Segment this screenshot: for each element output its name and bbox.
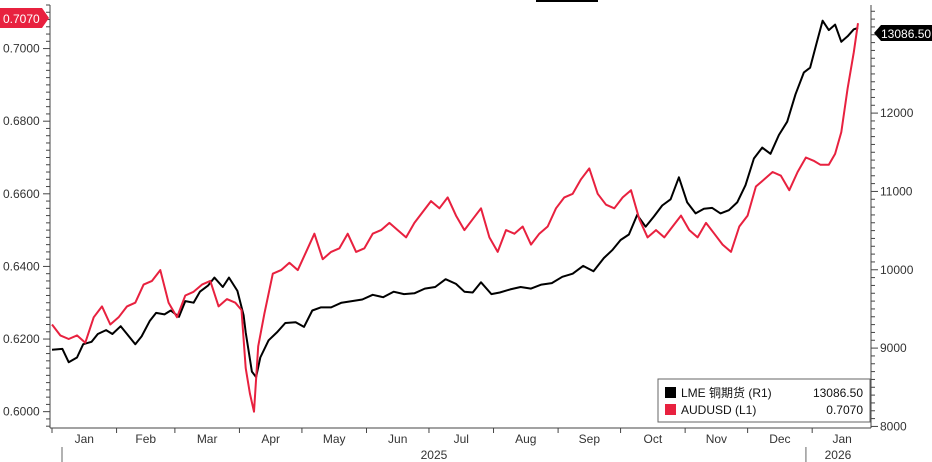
right-last-value-tag: 13086.50 [874,25,932,41]
month-label: Jan [833,432,852,446]
month-label: Oct [644,432,663,446]
legend: LME 铜期货 (R1) 13086.50 AUDUSD (L1) 0.7070 [657,378,871,423]
right-tick-label: 9000 [880,341,907,355]
left-tick-label: 0.6000 [3,405,40,419]
right-tick-label: 11000 [880,184,913,198]
top-stub-mark [536,0,598,2]
month-label: Aug [515,432,536,446]
left-tick-label: 0.6800 [3,114,40,128]
series-line-audusd [51,23,859,413]
year-label: 2026 [825,448,852,462]
month-label: May [323,432,346,446]
left-tick-label: 0.6600 [3,187,40,201]
left-last-value-tag-text: 0.7070 [3,12,40,26]
legend-label-copper: LME 铜期货 (R1) [681,385,772,400]
month-label: Jul [454,432,469,446]
left-last-value-tag: 0.7070 [0,8,49,28]
right-axis: 8000 9000 10000 11000 12000 [870,5,914,433]
month-label: Dec [769,432,790,446]
series-layer [51,19,859,413]
right-tick-label: 10000 [880,263,914,277]
x-axis: Jan Feb Mar Apr May Jun Jul Aug Sep Oct Nov Dec Jan 2… [50,427,871,462]
month-label: Feb [135,432,156,446]
right-last-value-tag-shape [874,25,932,41]
year-label: 2025 [421,448,448,462]
legend-label-audusd: AUDUSD (L1) [681,403,756,417]
legend-value-audusd: 0.7070 [826,403,863,417]
legend-box [657,378,871,423]
legend-swatch-copper [665,387,676,398]
legend-value-copper: 13086.50 [813,386,863,400]
left-tick-label: 0.7000 [3,42,40,56]
right-last-value-tag-text: 13086.50 [881,27,931,41]
month-label: Mar [197,432,218,446]
right-tick-label: 8000 [880,419,907,433]
left-axis: 0.6000 0.6200 0.6400 0.6600 0.6800 0.7000 [3,4,51,428]
legend-swatch-audusd [665,404,676,415]
right-tick-label: 12000 [880,106,914,120]
month-label: Jan [75,432,94,446]
left-tick-label: 0.6200 [3,332,40,346]
left-last-value-tag-shape [0,8,49,28]
month-label: Sep [579,432,601,446]
month-label: Apr [261,432,280,446]
month-label: Nov [706,432,727,446]
left-tick-label: 0.6400 [3,259,40,273]
month-label: Jun [388,432,407,446]
